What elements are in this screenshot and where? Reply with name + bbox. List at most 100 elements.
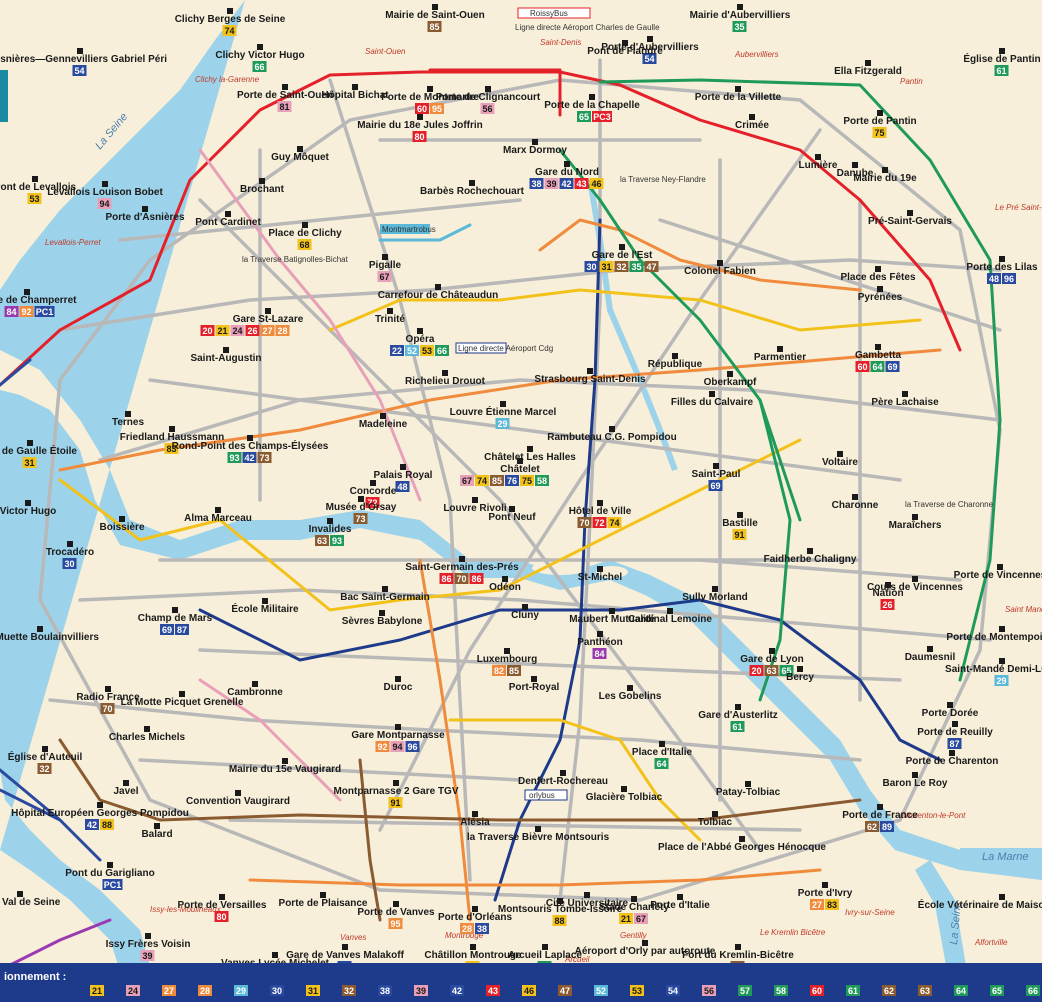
station-39[interactable]: Saint-Augustin (190, 347, 262, 364)
station-102[interactable]: Charles Michels (109, 726, 186, 743)
station-97[interactable]: Bercy (786, 666, 814, 683)
station-145[interactable]: Pyrénées (858, 286, 903, 303)
station-92[interactable]: Duroc (384, 676, 413, 693)
station-86[interactable]: Daumesnil (905, 646, 956, 663)
station-144[interactable]: Place des Fêtes (840, 266, 916, 283)
station-80[interactable]: Cluny (511, 604, 539, 621)
station-40[interactable]: Madeleine (359, 413, 408, 430)
station-44[interactable]: Filles du Calvaire (671, 391, 754, 408)
station-51[interactable]: Châtelet Les Halles (484, 446, 576, 463)
station-139[interactable]: Crimée (735, 114, 769, 131)
station-100[interactable]: Porte de Charenton (906, 750, 999, 767)
station-70[interactable]: Odéon (489, 576, 521, 593)
station-113[interactable]: Balard (141, 823, 173, 840)
station-26[interactable]: Colonel Fabien (684, 260, 756, 277)
station-71[interactable]: St-Michel (578, 566, 623, 583)
station-147[interactable]: Pont de Flandre (587, 40, 663, 57)
station-129[interactable]: Issy Val de Seine (0, 891, 61, 908)
station-75[interactable]: Cours de Vincennes (867, 576, 963, 593)
station-90[interactable]: La Motte Picquet Grenelle (121, 691, 244, 708)
station-111[interactable]: Javel (113, 780, 139, 797)
station-31[interactable]: Carrefour de Châteaudun (378, 284, 499, 301)
station-81[interactable]: Maubert Mutualité (569, 608, 655, 625)
station-95[interactable]: Les Gobelins (599, 685, 662, 702)
station-91[interactable]: Cambronne (227, 681, 283, 698)
station-109[interactable]: Baron Le Roy (882, 772, 948, 789)
station-43[interactable]: Oberkampf (704, 371, 757, 388)
station-30[interactable]: Opéra 22 52 53 66 (390, 328, 449, 356)
station-118[interactable]: Place de l'Abbé Georges Hénocque (658, 836, 826, 853)
station-37[interactable]: Ternes (112, 411, 144, 428)
station-140[interactable]: Lumière (799, 154, 838, 171)
station-58[interactable]: Louvre Rivoli (443, 497, 507, 514)
station-98[interactable]: Porte Dorée (922, 702, 979, 719)
station-142[interactable]: Mairie du 19e (853, 167, 917, 184)
station-103[interactable]: Mairie du 15e Vaugirard (229, 758, 341, 775)
station-29[interactable]: Gare St-Lazare 20 21 24 26 27 28 (200, 308, 304, 336)
station-88[interactable]: Saint-Mandé Demi-Lune29 (945, 658, 1042, 686)
station-18[interactable]: Porte d'Asnières (105, 206, 185, 223)
station-69[interactable]: Sèvres Babylone (342, 610, 423, 627)
station-116[interactable]: la Traverse Bièvre Montsouris (467, 826, 610, 843)
station-20[interactable]: Guy Môquet (271, 146, 330, 163)
station-128[interactable]: Porte d'Italie (650, 894, 710, 911)
station-64[interactable]: Maraîchers (889, 514, 942, 531)
station-15[interactable]: Marx Dormoy (503, 139, 567, 156)
station-78[interactable]: École Militaire (231, 598, 299, 615)
station-24[interactable]: Barbès Rochechouart (420, 180, 525, 197)
station-126[interactable]: Cité Universitaire (546, 892, 629, 909)
station-94[interactable]: Port-Royal (509, 676, 560, 693)
station-45[interactable]: Père Lachaise (871, 391, 939, 408)
station-19[interactable]: Brochant (240, 178, 285, 195)
station-137[interactable]: École Vétérinaire de Maisons-Alfort (918, 894, 1042, 911)
station-138[interactable]: Ella Fitzgerald (834, 60, 902, 77)
station-122[interactable]: Porte de Plaisance (279, 892, 368, 909)
station-32[interactable]: Trinité (375, 308, 405, 325)
